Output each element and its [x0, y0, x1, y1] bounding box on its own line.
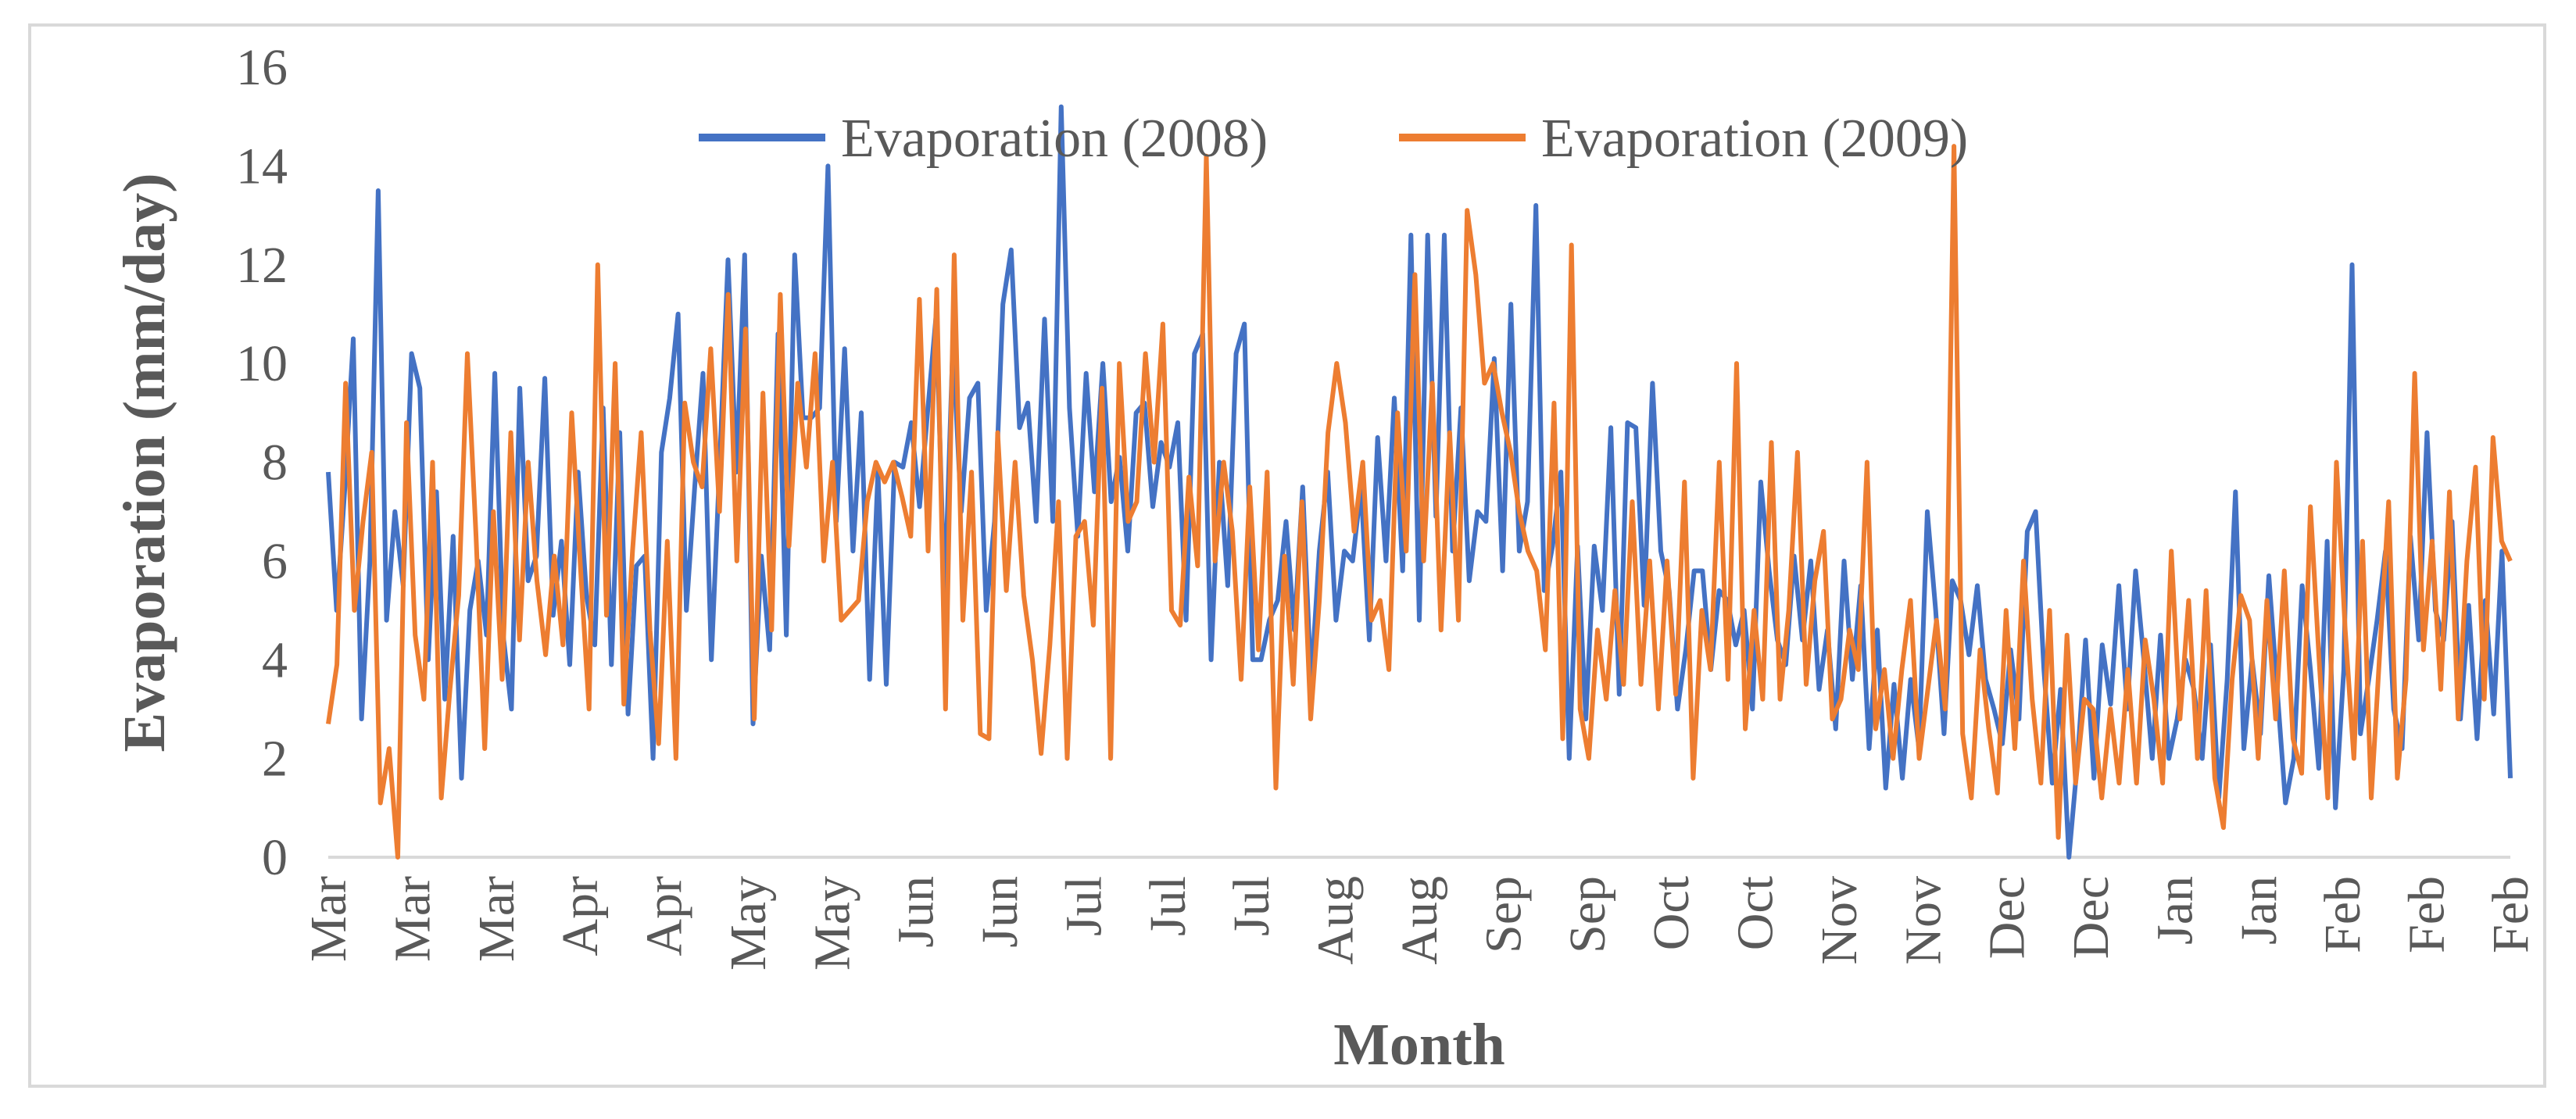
x-tick-label: Feb — [2314, 876, 2371, 953]
x-tick-label: Jan — [2146, 876, 2203, 945]
y-tick-label: 16 — [236, 39, 288, 96]
legend-label-2009: Evaporation (2009) — [1541, 109, 1968, 169]
x-tick-label: Sep — [1559, 876, 1616, 953]
y-tick-label: 14 — [236, 138, 288, 195]
y-tick-label: 0 — [262, 829, 288, 886]
y-tick-label: 6 — [262, 533, 288, 590]
x-tick-label: Aug — [1391, 876, 1448, 965]
x-tick-label: Jul — [1055, 876, 1112, 936]
x-tick-label: Mar — [300, 876, 357, 962]
x-tick-label: Nov — [1894, 876, 1952, 965]
x-axis-title: Month — [1333, 1012, 1505, 1078]
x-tick-label: Nov — [1811, 876, 1868, 965]
series-line-2008 — [326, 104, 2513, 860]
y-tick-label: 8 — [262, 434, 288, 492]
x-tick-label: Jul — [1140, 876, 1197, 936]
y-tick-label: 4 — [262, 631, 288, 688]
x-tick-label: Jun — [971, 876, 1029, 948]
x-tick-label: Oct — [1643, 876, 1700, 950]
legend-label-2008: Evaporation (2008) — [841, 109, 1268, 169]
series-line-2009 — [326, 144, 2513, 860]
x-tick-label: Dec — [1979, 876, 2036, 959]
x-tick-label: Aug — [1308, 876, 1365, 965]
x-tick-label: Apr — [552, 876, 609, 956]
x-tick-label: May — [720, 876, 777, 971]
y-tick-label: 2 — [262, 731, 288, 788]
x-tick-label: Dec — [2063, 876, 2120, 959]
y-tick-label: 12 — [236, 237, 288, 294]
y-axis-title: Evaporation (mm/day) — [112, 173, 177, 753]
legend: Evaporation (2008) Evaporation (2009) — [699, 109, 1968, 169]
x-tick-label: Feb — [2399, 876, 2456, 953]
series-lines — [326, 104, 2513, 860]
x-tick-label: Jan — [2231, 876, 2288, 945]
x-tick-label: Mar — [468, 876, 525, 962]
x-tick-label: Feb — [2482, 876, 2539, 953]
y-axis-ticks: 0 2 4 6 8 10 12 14 16 — [236, 39, 288, 886]
y-tick-label: 10 — [236, 335, 288, 392]
x-tick-label: Oct — [1727, 876, 1784, 950]
x-tick-label: Jun — [888, 876, 945, 948]
x-tick-label: Apr — [636, 876, 693, 956]
x-tick-label: May — [803, 876, 860, 971]
x-tick-label: Jul — [1223, 876, 1280, 936]
x-axis-ticks: Mar Mar Mar Apr Apr May May Jun Jun Jul Jul Jul Aug A… — [300, 876, 2539, 971]
x-tick-label: Mar — [384, 876, 441, 962]
x-tick-label: Sep — [1475, 876, 1532, 953]
